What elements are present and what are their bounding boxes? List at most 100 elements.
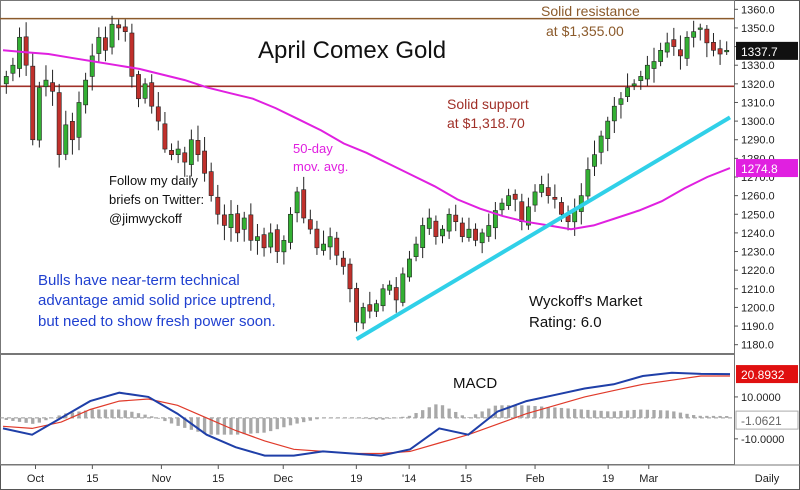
macd-histogram-bar [421, 410, 425, 418]
candle-up [492, 210, 498, 229]
macd-histogram-bar [235, 417, 240, 435]
macd-histogram-bar [163, 417, 167, 422]
candle-up [499, 202, 505, 211]
candle-up [400, 273, 406, 303]
candle-up [440, 228, 445, 237]
candle-up [63, 124, 69, 155]
macd-histogram-bar [90, 409, 94, 418]
macd-histogram-bar [718, 415, 722, 418]
price-tick-label: 1220.0 [741, 265, 775, 277]
price-tick-label: 1360.0 [741, 4, 775, 16]
candle-up [605, 120, 611, 139]
candle-up [479, 232, 485, 244]
candle-up [255, 236, 260, 241]
macd-histogram-bar [513, 405, 517, 418]
candle-up [17, 36, 22, 69]
candle-down [367, 304, 373, 312]
macd-histogram-bar [216, 417, 220, 435]
support-label-line1: Solid support [447, 96, 529, 112]
candle-up [598, 135, 604, 153]
candle-up [724, 50, 730, 53]
macd-histogram-bar [37, 417, 42, 423]
price-tick-label: 1320.0 [741, 79, 775, 91]
macd-histogram-bar [685, 413, 689, 418]
macd-histogram-bar [70, 412, 75, 418]
candle-down [340, 257, 346, 267]
candle-down [545, 187, 551, 196]
macd-histogram-bar [427, 407, 431, 418]
time-tick-label: Oct [27, 473, 44, 485]
candle-down [261, 234, 267, 249]
candle-down [182, 152, 188, 163]
candle-up [592, 154, 597, 167]
macd-histogram-bar [196, 417, 200, 432]
macd-value-tag-bg [736, 365, 798, 384]
macd-histogram-bar [652, 410, 656, 418]
macd-histogram-bar [269, 417, 273, 432]
macd-histogram-bar [599, 410, 603, 418]
macd-histogram-bar [11, 417, 15, 421]
macd-histogram-bar [520, 405, 524, 418]
price-tick-label: 1200.0 [741, 302, 775, 314]
candle-up [268, 232, 274, 248]
candle-up [43, 79, 49, 87]
candle-down [314, 228, 320, 249]
macd-histogram-bar [110, 409, 114, 418]
macd-histogram-bar [678, 412, 683, 418]
macd-histogram-bar [407, 415, 412, 418]
macd-histogram-bar [169, 417, 174, 424]
resistance-label-line1: Solid resistance [541, 3, 640, 19]
candle-up [697, 27, 703, 30]
macd-histogram-bar [672, 411, 676, 418]
macd-histogram-bar [612, 411, 616, 418]
candle-up [684, 36, 690, 59]
macd-histogram-bar [262, 417, 266, 433]
macd-histogram-bar [592, 410, 597, 418]
twitter-handle: @jimwyckoff [109, 211, 182, 226]
macd-histogram-bar [341, 417, 346, 419]
time-tick-label: Feb [526, 473, 545, 485]
candle-up [3, 76, 9, 85]
candle-down [248, 214, 254, 241]
candle-up [188, 139, 194, 165]
candle-down [50, 82, 55, 92]
candle-up [506, 195, 512, 206]
macd-histogram-bar [559, 407, 564, 418]
macd-histogram-bar [83, 410, 88, 418]
macd-histogram-bar [354, 417, 359, 419]
macd-histogram-bar [202, 417, 207, 434]
candle-down [671, 39, 677, 47]
macd-histogram-bar [625, 410, 630, 418]
macd-histogram-bar [586, 409, 590, 418]
moving-average-layer [2, 49, 731, 231]
candle-up [142, 83, 148, 99]
candle-down [122, 26, 128, 32]
candle-down [202, 150, 207, 174]
macd-histogram-bar [645, 409, 650, 418]
candles [3, 15, 730, 332]
macd-line [2, 371, 731, 457]
macd-histogram-bar [487, 408, 491, 418]
macd-histogram-bar [361, 417, 365, 419]
candle-down [334, 237, 340, 256]
time-tick-label: 15 [212, 473, 224, 485]
macd-histogram-bar [321, 417, 326, 419]
candle-down [136, 74, 141, 100]
macd-tick-label: -10.0000 [741, 434, 784, 446]
price-tick-label: 1250.0 [741, 209, 775, 221]
macd-histogram-bar [315, 417, 319, 420]
candle-down [704, 28, 710, 44]
price-tick-label: 1230.0 [741, 247, 775, 259]
candle-up [420, 225, 426, 248]
candle-down [149, 82, 155, 107]
candle-down [354, 288, 360, 323]
level-lines [0, 17, 734, 88]
candle-up [625, 87, 630, 97]
bulls-commentary-line3: but need to show fresh power soon. [38, 313, 276, 330]
price-tick-label: 1290.0 [741, 135, 775, 147]
macd-histogram-bar [533, 406, 537, 418]
macd-histogram-bar [440, 405, 445, 418]
macd-histogram-bar [691, 415, 696, 418]
